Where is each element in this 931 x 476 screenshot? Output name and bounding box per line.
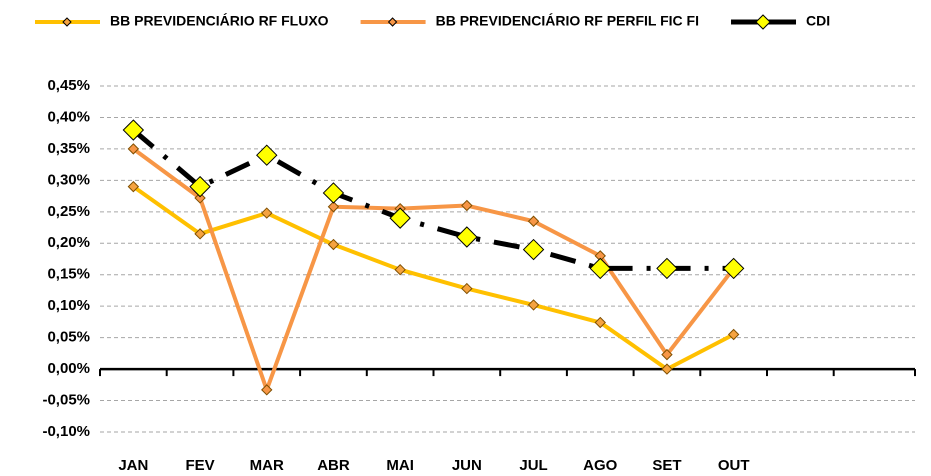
marker: [661, 363, 673, 375]
y-tick-label: -0,05%: [42, 392, 90, 409]
y-tick-label: 0,45%: [47, 77, 90, 94]
marker: [394, 263, 406, 276]
legend-marker: [62, 17, 72, 27]
y-tick-label: 0,30%: [47, 171, 90, 188]
marker: [727, 328, 740, 341]
marker: [461, 282, 473, 295]
marker: [594, 316, 606, 329]
y-tick-label: 0,20%: [47, 234, 90, 251]
x-tick-label: MAR: [250, 457, 284, 474]
marker: [527, 215, 540, 227]
marker: [194, 192, 206, 204]
marker: [189, 175, 211, 198]
x-tick-label: MAI: [386, 457, 414, 474]
marker: [589, 257, 611, 280]
series-line: [132, 147, 736, 392]
legend-marker: [755, 14, 771, 30]
x-tick-label: SET: [652, 457, 681, 474]
marker: [261, 384, 273, 396]
marker: [661, 348, 673, 361]
marker: [122, 119, 145, 141]
series-line: [132, 185, 735, 372]
y-tick-label: 0,10%: [47, 297, 90, 314]
marker: [127, 180, 140, 193]
y-tick-label: -0,10%: [42, 423, 90, 440]
marker: [522, 238, 545, 261]
x-tick-label: JUL: [519, 457, 547, 474]
x-tick-label: JUN: [452, 457, 482, 474]
y-tick-label: 0,25%: [47, 203, 90, 220]
legend-label: CDI: [806, 13, 830, 29]
y-tick-label: 0,35%: [47, 140, 90, 157]
legend-marker: [387, 17, 398, 27]
marker: [527, 299, 540, 311]
marker: [461, 199, 473, 212]
series-line: [131, 128, 734, 271]
x-tick-label: FEV: [185, 457, 214, 474]
y-tick-label: 0,00%: [47, 360, 90, 377]
marker: [656, 257, 678, 280]
legend-label: BB PREVIDENCIÁRIO RF PERFIL FIC FI: [436, 13, 699, 29]
marker: [261, 207, 273, 219]
x-tick-label: JAN: [118, 457, 148, 474]
x-tick-label: AGO: [583, 457, 618, 474]
marker: [456, 226, 478, 248]
x-tick-label: OUT: [718, 457, 750, 474]
x-tick-label: ABR: [317, 457, 350, 474]
marker: [256, 144, 278, 166]
y-tick-label: 0,15%: [47, 266, 90, 283]
marker: [127, 143, 140, 155]
legend: BB PREVIDENCIÁRIO RF FLUXO BB PREVIDENCIÁ…: [35, 13, 830, 30]
y-tick-label: 0,40%: [47, 108, 90, 125]
marker: [327, 201, 340, 213]
marker: [194, 228, 206, 240]
marker: [389, 207, 411, 229]
legend-label: BB PREVIDENCIÁRIO RF FLUXO: [110, 13, 329, 29]
marker: [327, 238, 340, 251]
marker: [722, 257, 745, 280]
y-tick-label: 0,05%: [47, 329, 90, 346]
marker: [322, 182, 345, 204]
